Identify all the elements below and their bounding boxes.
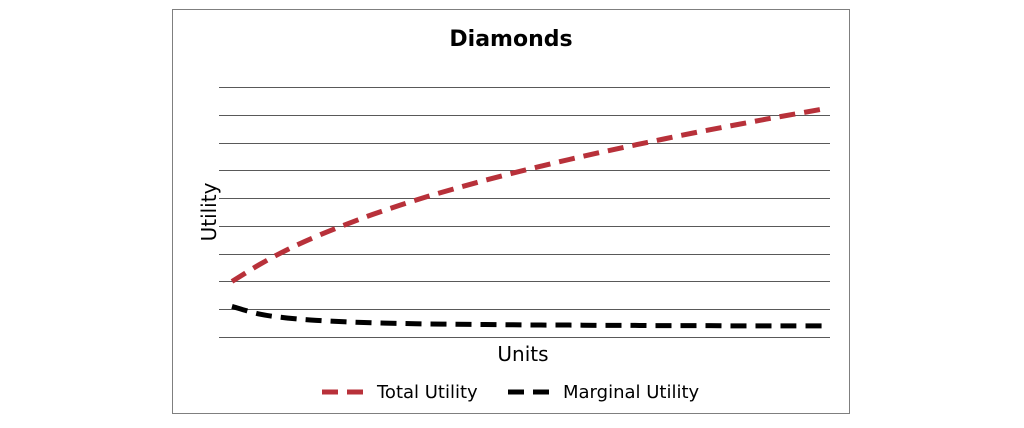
legend-item-total-utility: Total Utility [322, 382, 478, 403]
legend-label-total-utility: Total Utility [376, 382, 478, 403]
x-axis-label: Units [497, 342, 548, 366]
chart-title: Diamonds [449, 27, 572, 52]
gridlines [219, 87, 830, 338]
legend-item-marginal-utility: Marginal Utility [508, 382, 700, 403]
legend-label-marginal-utility: Marginal Utility [563, 382, 700, 403]
series-line-total-utility [230, 106, 823, 284]
series-lines [230, 106, 823, 329]
legend: Total Utility Marginal Utility [322, 382, 700, 403]
chart-frame [172, 9, 850, 414]
y-axis-label: Utility [197, 182, 221, 241]
